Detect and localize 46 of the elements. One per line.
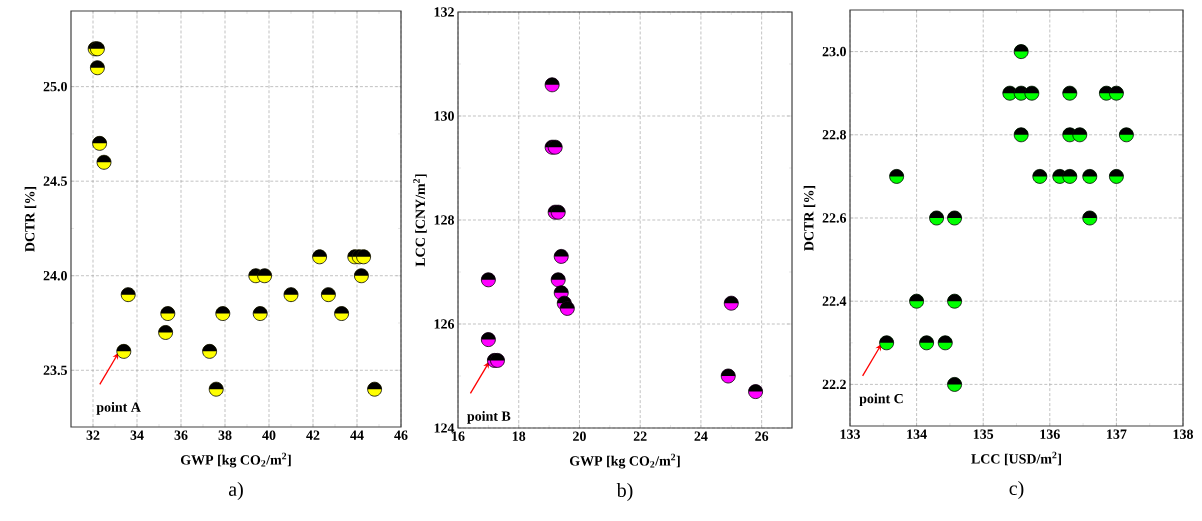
y-tick-label: 23.0 bbox=[822, 46, 846, 57]
x-tick-label: 137 bbox=[1107, 429, 1127, 439]
x-tick-label: 26 bbox=[755, 431, 769, 441]
x-tick-label: 20 bbox=[573, 431, 586, 441]
x-axis-title: GWP [kg CO$_{2}$/m$^{2}$] bbox=[569, 453, 680, 469]
x-tick-label: 24 bbox=[694, 431, 708, 441]
y-tick-label: 130 bbox=[434, 111, 454, 121]
y-tick-label: 22.2 bbox=[822, 379, 846, 390]
x-tick-label: 136 bbox=[1040, 429, 1060, 439]
x-tick-label: 44 bbox=[350, 430, 364, 440]
y-tick-label: 24.5 bbox=[43, 176, 67, 186]
x-axis-title: GWP [kg CO$_{2}$/m$^{2}$] bbox=[180, 452, 291, 468]
x-tick-label: 46 bbox=[394, 430, 408, 440]
y-tick-label: 124 bbox=[434, 423, 455, 433]
x-tick-label: 138 bbox=[1173, 429, 1194, 439]
annotation: point C bbox=[859, 393, 903, 407]
x-tick-label: 22 bbox=[633, 431, 647, 441]
y-tick-label: 22.6 bbox=[822, 213, 847, 223]
y-tick-label: 24.0 bbox=[43, 270, 67, 281]
y-axis-title: LCC [CNY/m$^{2}$] bbox=[413, 174, 427, 267]
x-tick-label: 18 bbox=[512, 431, 526, 441]
x-axis-title: LCC [USD/m$^{2}$] bbox=[971, 451, 1061, 466]
x-tick-label: 135 bbox=[973, 429, 994, 439]
x-tick-label: 16 bbox=[452, 431, 465, 441]
text: a) bbox=[228, 481, 243, 501]
y-tick-label: 22.8 bbox=[822, 130, 847, 140]
x-tick-label: 40 bbox=[262, 430, 276, 440]
y-tick-label: 25.0 bbox=[43, 81, 67, 92]
y-tick-label: 126 bbox=[434, 319, 455, 329]
text: b) bbox=[616, 482, 633, 502]
text: c) bbox=[1009, 480, 1024, 500]
y-tick-label: 128 bbox=[434, 215, 455, 225]
x-tick-label: 133 bbox=[840, 429, 860, 439]
y-axis-title: DCTR [%] bbox=[24, 186, 37, 252]
x-tick-label: 42 bbox=[306, 430, 320, 440]
annotation: point B bbox=[467, 411, 511, 424]
x-tick-label: 34 bbox=[130, 430, 144, 440]
annotation: point A bbox=[96, 402, 141, 415]
x-tick-label: 38 bbox=[218, 430, 232, 440]
x-tick-label: 32 bbox=[86, 430, 100, 440]
y-tick-label: 23.5 bbox=[43, 365, 67, 375]
x-tick-label: 134 bbox=[907, 429, 927, 439]
x-tick-label: 36 bbox=[174, 430, 188, 440]
y-tick-label: 132 bbox=[434, 7, 454, 17]
y-axis-title: DCTR [%] bbox=[803, 185, 816, 251]
y-tick-label: 22.4 bbox=[822, 296, 847, 306]
